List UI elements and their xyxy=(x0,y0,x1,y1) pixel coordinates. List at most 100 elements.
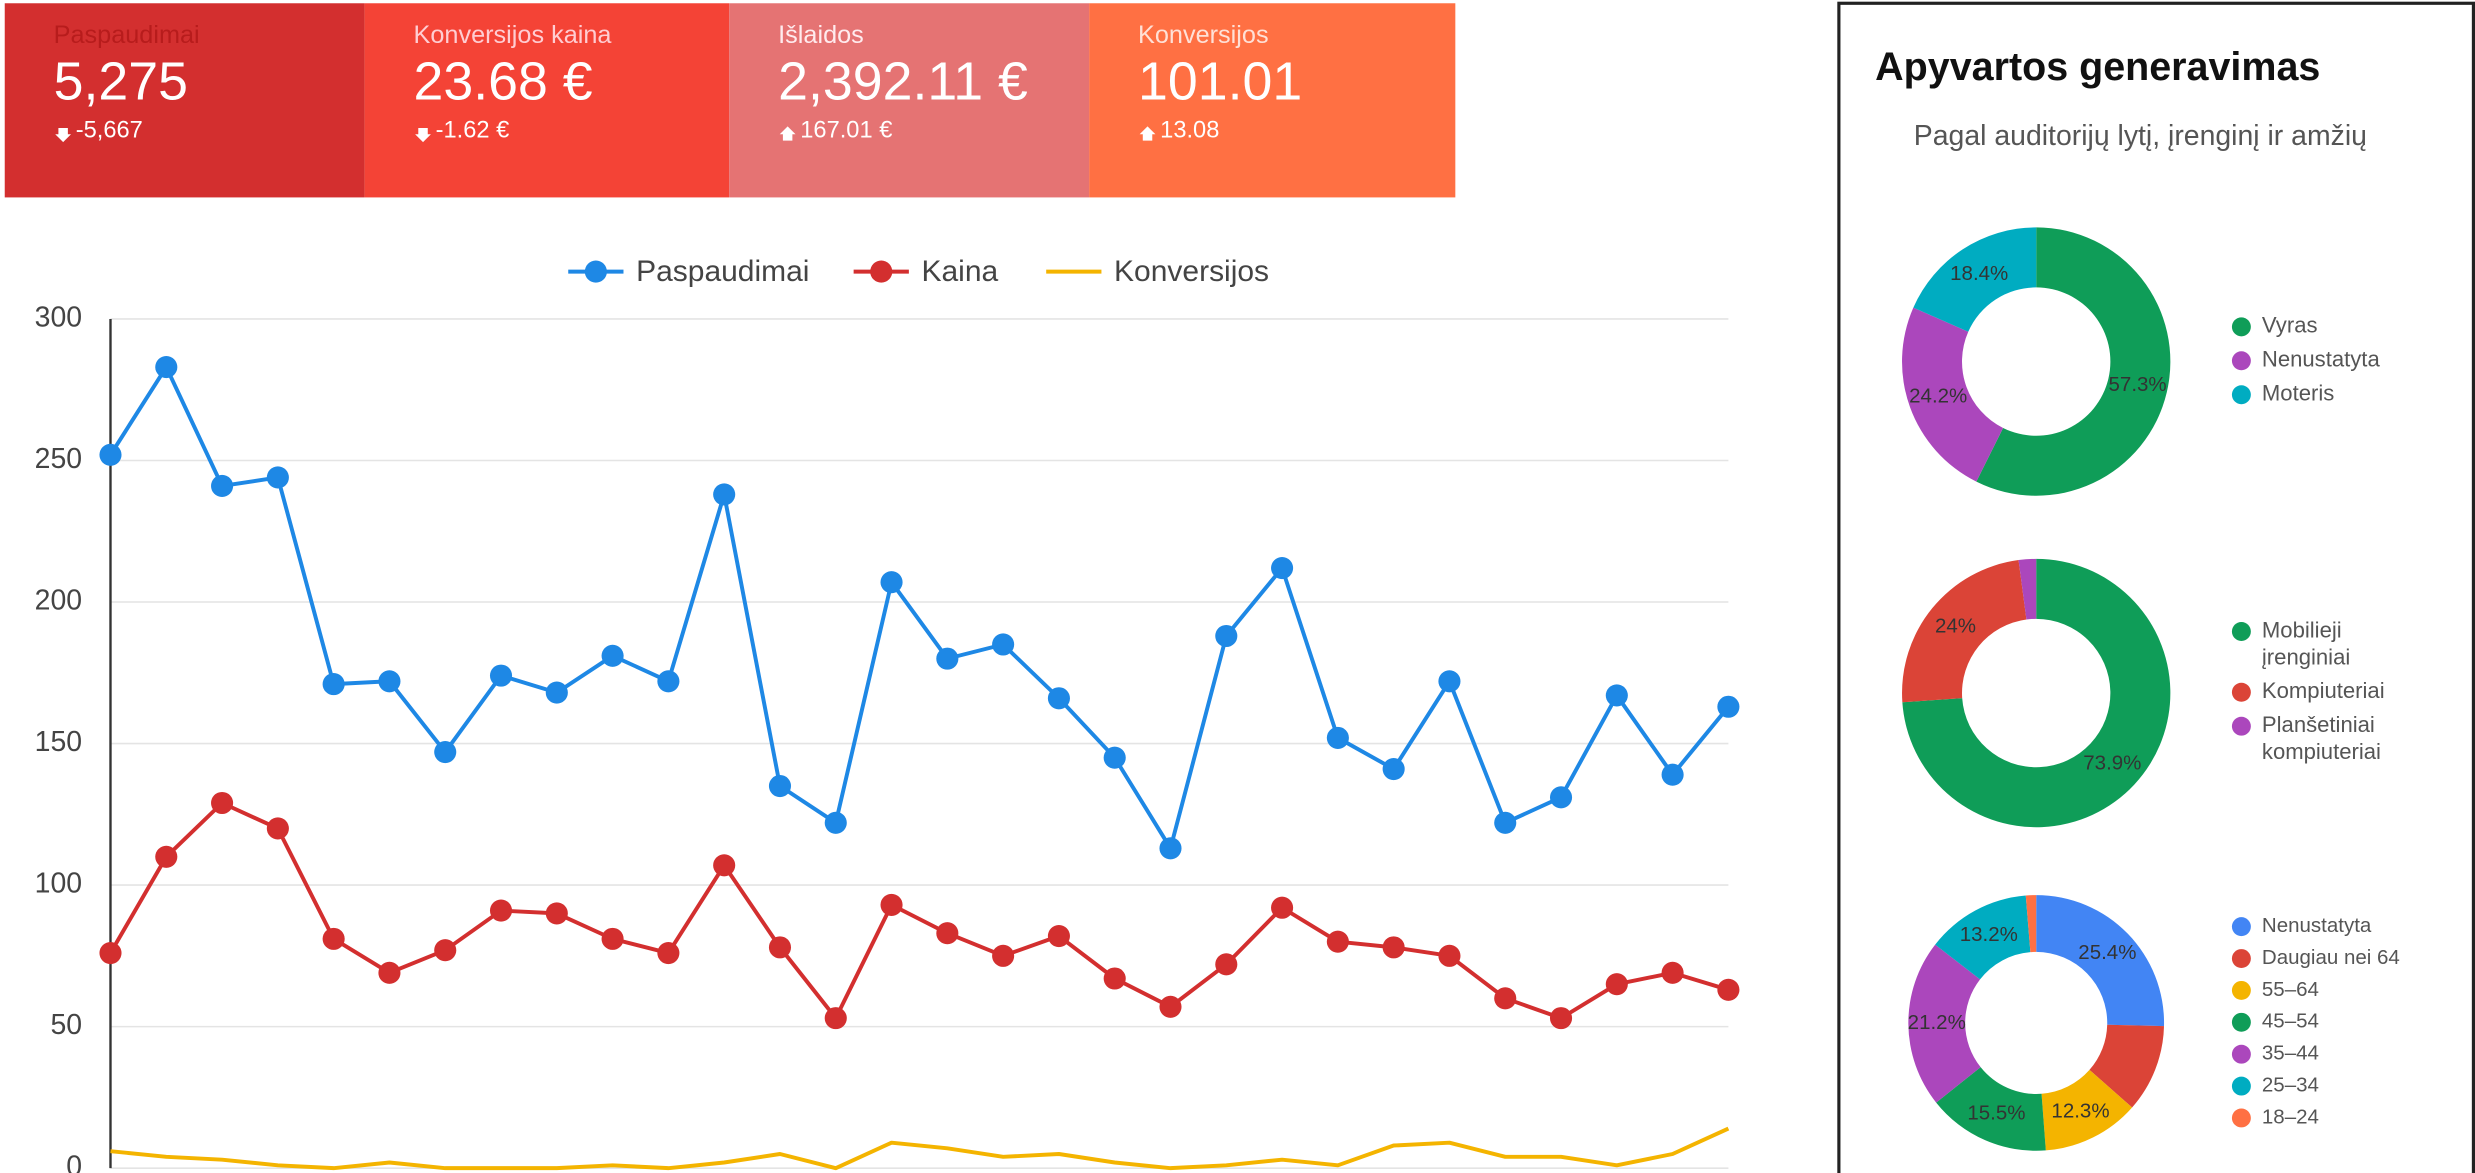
data-point xyxy=(601,927,624,950)
legend-swatch xyxy=(2231,385,2251,405)
data-point xyxy=(1605,973,1628,996)
data-point xyxy=(713,854,736,877)
donut-slice xyxy=(1976,227,2171,496)
kpi-delta: -1.62 € xyxy=(436,117,510,143)
legend-swatch xyxy=(2231,317,2251,337)
data-point xyxy=(211,474,234,498)
donut-slice xyxy=(1902,307,2004,482)
legend-label: 18–24 xyxy=(2262,1105,2319,1128)
data-point xyxy=(992,633,1015,656)
kpi-trend-arrow xyxy=(415,127,431,143)
data-point xyxy=(880,893,903,916)
legend-label: Konversijos xyxy=(1114,255,1269,288)
legend-swatch xyxy=(2231,682,2251,702)
data-point xyxy=(155,845,178,868)
data-point xyxy=(1326,930,1349,953)
data-point xyxy=(1382,936,1405,959)
slice-label: 15.5% xyxy=(1967,1102,2025,1125)
kpi-tile: Išlaidos 2,392.11 € 167.01 € xyxy=(729,3,1090,198)
data-point xyxy=(1382,757,1405,781)
donut-slice xyxy=(1902,560,2027,703)
data-point xyxy=(1549,1007,1573,1030)
legend-label: Nenustatyta xyxy=(2262,914,2372,937)
slice-label: 24.2% xyxy=(1909,384,1967,407)
donut-slice xyxy=(1908,944,1981,1103)
kpi-value: 5,275 xyxy=(54,52,188,112)
data-point xyxy=(1326,726,1349,749)
data-point xyxy=(1159,837,1182,860)
data-point xyxy=(1047,924,1070,948)
legend-swatch xyxy=(2231,622,2251,641)
data-point xyxy=(1103,746,1126,769)
y-tick-label: 50 xyxy=(50,1009,82,1041)
data-point xyxy=(545,681,568,704)
legend-swatch xyxy=(2231,917,2251,937)
donut-slice xyxy=(2036,895,2165,1027)
y-tick-label: 100 xyxy=(35,868,82,900)
data-point xyxy=(601,644,624,667)
data-point xyxy=(99,941,122,965)
legend-swatch xyxy=(2231,1044,2251,1064)
legend-label: Vyras xyxy=(2262,313,2318,338)
slice-label: 21.2% xyxy=(1908,1011,1966,1034)
data-point xyxy=(1661,763,1684,786)
data-point xyxy=(824,1007,847,1030)
kpi-label: Išlaidos xyxy=(778,21,864,49)
kpi-delta: 167.01 € xyxy=(800,117,892,143)
data-point xyxy=(1549,786,1573,809)
data-point xyxy=(266,466,289,489)
donut-slice xyxy=(1913,227,2037,332)
kpi-delta: -5,667 xyxy=(76,117,143,143)
kpi-tile: Paspaudimai 5,275 -5,667 xyxy=(4,3,365,198)
data-point xyxy=(1717,695,1740,718)
slice-label: 73.9% xyxy=(2083,752,2141,775)
y-tick-label: 150 xyxy=(35,726,82,758)
data-point xyxy=(992,944,1015,967)
legend-label: Moteris xyxy=(2262,381,2334,406)
y-tick-label: 0 xyxy=(66,1151,82,1173)
kpi-value: 2,392.11 € xyxy=(778,52,1028,112)
legend-swatch xyxy=(2231,1076,2251,1096)
donut-slice xyxy=(2018,558,2037,620)
legend-label: 45–54 xyxy=(2262,1010,2319,1033)
legend-label: Daugiau nei 64 xyxy=(2262,946,2400,969)
legend-label: Nenustatyta xyxy=(2262,347,2381,372)
legend-label: Paspaudimai xyxy=(636,255,809,288)
data-point xyxy=(1103,967,1126,990)
legend-swatch xyxy=(2231,716,2251,736)
data-point xyxy=(1605,684,1628,707)
slice-label: 13.2% xyxy=(1960,923,2018,946)
donut-slice xyxy=(1902,558,2171,828)
donut-slice xyxy=(2089,1024,2165,1108)
legend-marker xyxy=(584,260,607,283)
donut-slice xyxy=(1935,895,2031,980)
legend-swatch xyxy=(2231,949,2251,969)
kpi-label: Paspaudimai xyxy=(54,21,200,49)
data-point xyxy=(1159,995,1182,1018)
legend-marker xyxy=(870,260,893,283)
kpi-trend-arrow xyxy=(55,127,72,143)
data-point xyxy=(1271,557,1294,580)
legend-swatch xyxy=(2231,1012,2251,1032)
data-point xyxy=(936,647,959,670)
data-point xyxy=(713,483,736,506)
data-point xyxy=(1215,953,1238,976)
kpi-tile: Konversijos kaina 23.68 € -1.62 € xyxy=(364,3,730,198)
legend-label: 35–44 xyxy=(2262,1042,2319,1065)
kpi-value: 23.68 € xyxy=(414,52,593,112)
data-point xyxy=(1047,687,1070,710)
data-point xyxy=(1661,961,1684,984)
data-point xyxy=(489,899,513,922)
legend-label: 55–64 xyxy=(2262,978,2319,1001)
slice-label: 18.4% xyxy=(1950,262,2008,285)
legend-label: Kompiuteriai xyxy=(2262,678,2385,703)
data-point xyxy=(657,670,680,693)
kpi-tile: Konversijos 101.01 13.08 xyxy=(1089,3,1456,198)
y-tick-label: 250 xyxy=(35,443,82,475)
kpi-background xyxy=(364,3,730,198)
legend-label: Mobilieji įrenginiai xyxy=(2262,617,2350,669)
data-point xyxy=(378,670,401,693)
data-point xyxy=(936,922,959,945)
slice-label: 57.3% xyxy=(2109,373,2167,396)
